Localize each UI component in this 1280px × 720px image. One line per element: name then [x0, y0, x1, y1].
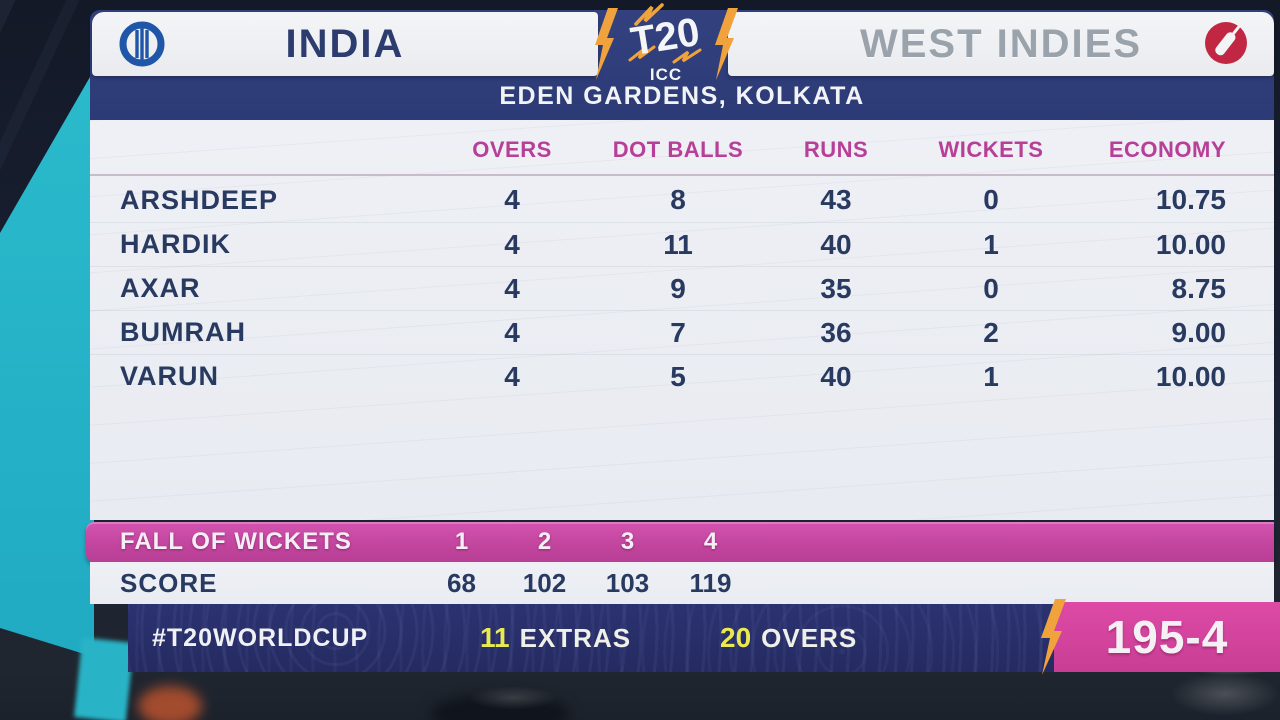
wicket-score: 102: [522, 567, 567, 598]
overs-value: 20: [720, 622, 752, 653]
economy-value: 10.00: [1155, 228, 1226, 260]
background-dark-reflection: [430, 694, 570, 720]
column-header-dot-balls: DOT BALLS: [612, 137, 744, 162]
wickets-value: 2: [983, 316, 999, 348]
column-header-economy: ECONOMY: [1108, 137, 1226, 162]
fall-of-wickets-score-row: SCORE 68 102 103 119: [90, 562, 1274, 604]
bowler-name: VARUN: [120, 361, 219, 391]
fall-of-wickets-bar: FALL OF WICKETS 1 2 3 4: [86, 522, 1274, 562]
column-header-runs: RUNS: [803, 137, 869, 162]
lightning-bolt-icon: [712, 8, 738, 80]
wicket-score: 119: [689, 567, 732, 598]
team-bar-india: INDIA: [92, 12, 598, 76]
wickets-value: 1: [983, 360, 999, 392]
screen-reflection: [1170, 672, 1280, 716]
wickets-value: 0: [983, 272, 999, 304]
wickets-value: 1: [983, 228, 999, 260]
economy-value: 10.00: [1155, 360, 1226, 392]
screen-reflection: [468, 686, 558, 710]
table-row: ARSHDEEP 4 8 43 0 10.75: [90, 178, 1274, 222]
column-header-wickets: WICKETS: [938, 137, 1044, 162]
score-label: SCORE: [120, 567, 218, 598]
runs-value: 40: [820, 360, 852, 392]
india-team-icon: [116, 18, 168, 75]
economy-value: 8.75: [1171, 272, 1227, 304]
bowler-name: ARSHDEEP: [120, 184, 279, 215]
overs-value: 4: [504, 316, 520, 348]
background-orange-reflection: [138, 686, 202, 720]
wicket-number: 4: [703, 528, 718, 555]
svg-text:T20: T20: [628, 10, 703, 64]
runs-value: 36: [820, 316, 852, 348]
team-name-india: INDIA: [285, 21, 405, 66]
bowling-table-header: OVERS DOT BALLS RUNS WICKETS ECONOMY: [90, 128, 1274, 172]
team-name-west-indies: WEST INDIES: [859, 21, 1143, 66]
table-row: VARUN 4 5 40 1 10.00: [90, 354, 1274, 398]
bowler-name: BUMRAH: [120, 317, 246, 347]
wicket-number: 2: [537, 528, 552, 555]
extras-label: EXTRAS: [519, 622, 632, 653]
total-score: 195-4: [1105, 611, 1229, 663]
background-teal-corner: [73, 637, 135, 720]
overs-value: 4: [504, 184, 520, 215]
dot-balls-value: 9: [670, 272, 686, 304]
t20-world-cup-logo: T20 ICC: [608, 2, 720, 88]
wickets-value: 0: [983, 184, 999, 215]
runs-value: 35: [820, 272, 852, 304]
extras-value: 11: [480, 622, 510, 653]
economy-value: 10.75: [1155, 184, 1226, 215]
bowling-table-body: ARSHDEEP 4 8 43 0 10.75 HARDIK 4 11 40 1…: [90, 178, 1274, 398]
runs-value: 40: [820, 228, 852, 260]
dot-balls-value: 7: [670, 316, 686, 348]
bowler-name: HARDIK: [120, 229, 231, 259]
extras-stat: 11 EXTRAS: [480, 604, 631, 672]
tournament-hashtag: #T20WORLDCUP: [152, 623, 369, 652]
overs-value: 4: [504, 228, 520, 260]
table-row: BUMRAH 4 7 36 2 9.00: [90, 310, 1274, 354]
bowling-stats-panel: OVERS DOT BALLS RUNS WICKETS ECONOMY ARS…: [90, 120, 1274, 520]
overs-stat: 20 OVERS: [720, 604, 857, 672]
overs-label: OVERS: [761, 622, 858, 653]
total-score-box: 195-4: [1041, 599, 1280, 675]
wicket-number: 3: [620, 528, 635, 555]
column-header-overs: OVERS: [472, 137, 552, 162]
overs-value: 4: [504, 360, 520, 392]
lightning-bolt-icon: [592, 8, 618, 80]
wicket-score: 103: [605, 567, 650, 598]
fall-of-wickets-label: FALL OF WICKETS: [120, 528, 352, 555]
table-row: HARDIK 4 11 40 1 10.00: [90, 222, 1274, 266]
footer-bar: #T20WORLDCUP 11 EXTRAS 20 OVERS 195-4: [128, 599, 1280, 675]
table-row: AXAR 4 9 35 0 8.75: [90, 266, 1274, 310]
dot-balls-value: 11: [663, 228, 693, 260]
runs-value: 43: [820, 184, 852, 215]
overs-value: 4: [504, 272, 520, 304]
dot-balls-value: 8: [670, 184, 686, 215]
venue-label: EDEN GARDENS, KOLKATA: [499, 82, 865, 110]
wicket-number: 1: [454, 528, 469, 555]
lightning-bolt-icon: [1038, 599, 1066, 675]
bowler-name: AXAR: [120, 273, 201, 303]
wicket-score: 68: [447, 567, 476, 598]
header-divider: [90, 174, 1274, 176]
team-bar-west-indies: WEST INDIES: [728, 12, 1274, 76]
svg-text:ICC: ICC: [650, 65, 682, 84]
economy-value: 9.00: [1171, 316, 1227, 348]
dot-balls-value: 5: [670, 360, 686, 392]
batting-team-bat-icon: [1200, 17, 1252, 74]
